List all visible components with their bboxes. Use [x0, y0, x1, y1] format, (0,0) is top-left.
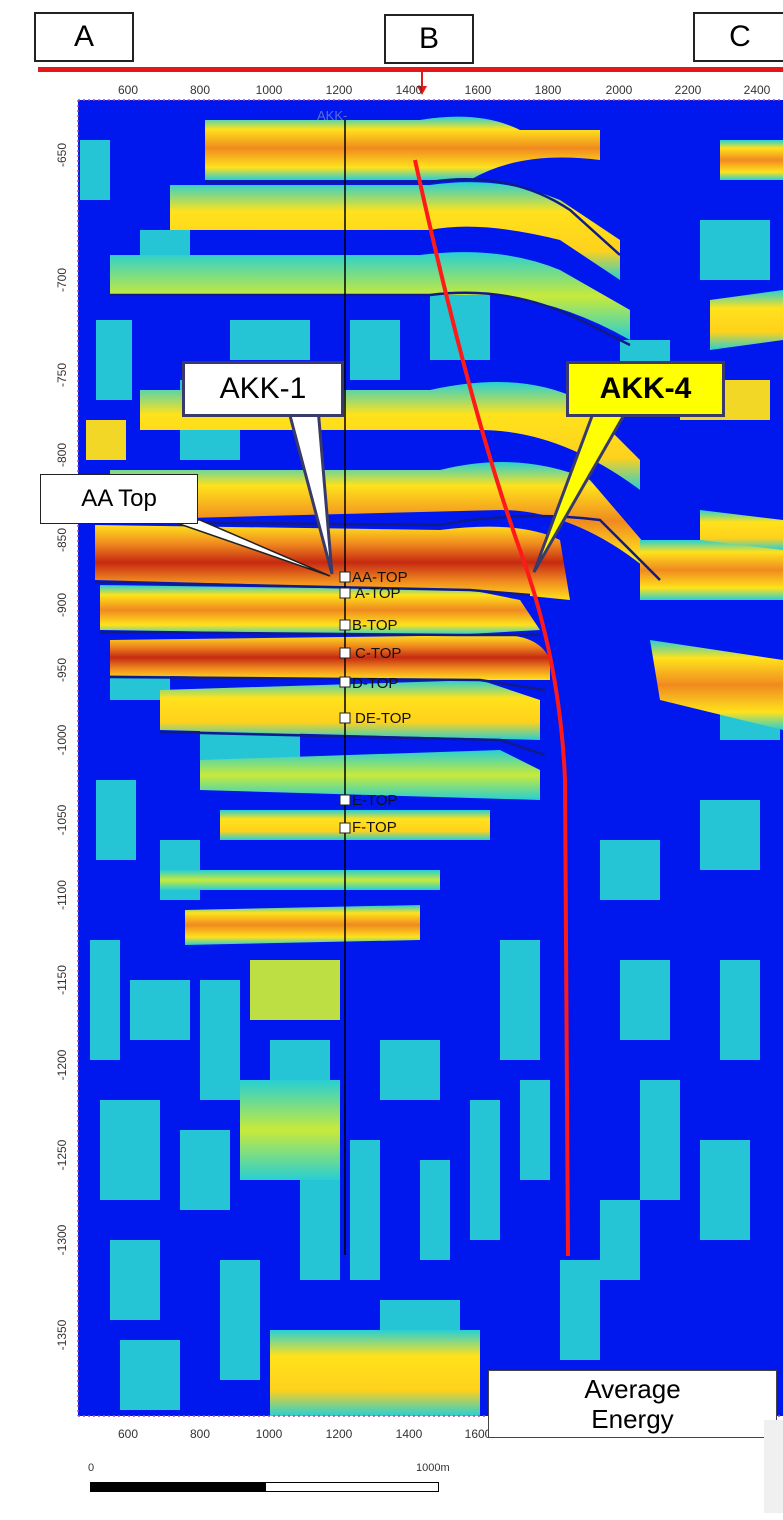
svg-text:600: 600 [118, 1427, 138, 1441]
y-axis: -650 -700 -750 -800 -850 -900 -950 -1000… [55, 143, 69, 1351]
marker-aa-top-label: AA-TOP [352, 569, 408, 586]
marker-de-top-label: DE-TOP [355, 710, 411, 727]
marker-b-top-label: B-TOP [352, 617, 398, 634]
svg-text:-1200: -1200 [55, 1049, 69, 1080]
label-b: B [384, 14, 474, 64]
svg-text:800: 800 [190, 83, 210, 97]
marker-d-top-label: D-TOP [352, 675, 398, 692]
marker-a-top-label: A-TOP [355, 585, 401, 602]
svg-text:-950: -950 [55, 658, 69, 682]
marker-de-top [339, 712, 351, 724]
marker-e-top-label: E-TOP [352, 792, 398, 809]
x-axis-top: 600 800 1000 1200 1400 1600 1800 2000 22… [118, 83, 771, 97]
svg-text:-700: -700 [55, 268, 69, 292]
svg-text:-1000: -1000 [55, 724, 69, 755]
akk4-trajectory [413, 159, 570, 1257]
attribute-label-text: Average Energy [584, 1374, 681, 1434]
svg-text:-650: -650 [55, 143, 69, 167]
svg-text:800: 800 [190, 1427, 210, 1441]
svg-text:2000: 2000 [606, 83, 633, 97]
svg-text:1200: 1200 [326, 83, 353, 97]
svg-text:600: 600 [118, 83, 138, 97]
label-c: C [693, 12, 783, 62]
svg-text:1800: 1800 [535, 83, 562, 97]
svg-text:-1050: -1050 [55, 804, 69, 835]
svg-text:1600: 1600 [465, 1427, 492, 1441]
svg-text:-1250: -1250 [55, 1139, 69, 1170]
section-top-line [38, 67, 783, 72]
svg-text:1000: 1000 [256, 1427, 283, 1441]
callout-akk1: AKK-1 [182, 361, 344, 417]
well-markers: AA-TOP A-TOP B-TOP C-TOP D-TOP DE-TOP E-… [339, 569, 411, 836]
svg-text:-850: -850 [55, 528, 69, 552]
svg-text:1400: 1400 [396, 1427, 423, 1441]
marker-c-top [339, 647, 351, 659]
scale-bar-black [90, 1482, 265, 1492]
horizon-lines [94, 177, 661, 757]
svg-text:2400: 2400 [744, 83, 771, 97]
marker-d-top [339, 676, 351, 688]
svg-text:-800: -800 [55, 443, 69, 467]
marker-a-top [339, 587, 351, 599]
amplitude-bands [95, 116, 783, 1416]
marker-c-top-label: C-TOP [355, 645, 401, 662]
marker-b-top [339, 619, 351, 631]
scale-start-label: 0 [88, 1462, 95, 1474]
marker-f-top [339, 822, 351, 834]
right-edge [764, 1420, 783, 1513]
svg-text:1400: 1400 [396, 83, 423, 97]
scale-bar-white [265, 1482, 439, 1492]
attribute-label: Average Energy [488, 1370, 777, 1438]
svg-text:-1300: -1300 [55, 1224, 69, 1255]
svg-text:1200: 1200 [326, 1427, 353, 1441]
marker-e-top [339, 794, 351, 806]
callout-aa-top: AA Top [40, 474, 198, 524]
marker-f-top-label: F-TOP [352, 819, 397, 836]
svg-text:1600: 1600 [465, 83, 492, 97]
svg-text:-900: -900 [55, 593, 69, 617]
well-top-label: AKK- [317, 108, 347, 123]
svg-text:-1150: -1150 [55, 965, 69, 995]
svg-text:-1350: -1350 [55, 1319, 69, 1350]
b-arrow [417, 70, 427, 95]
scale-end-label: 1000m [416, 1462, 450, 1474]
svg-text:1000: 1000 [256, 83, 283, 97]
svg-text:2200: 2200 [675, 83, 702, 97]
marker-aa-top [339, 571, 351, 583]
svg-text:-1100: -1100 [55, 880, 69, 910]
callout-akk4: AKK-4 [566, 361, 725, 417]
seismic-section: AKK- AA-TOP A-TOP B-TOP C-TOP D-TOP DE-T… [55, 83, 783, 1441]
svg-text:-750: -750 [55, 363, 69, 387]
label-a: A [34, 12, 134, 62]
